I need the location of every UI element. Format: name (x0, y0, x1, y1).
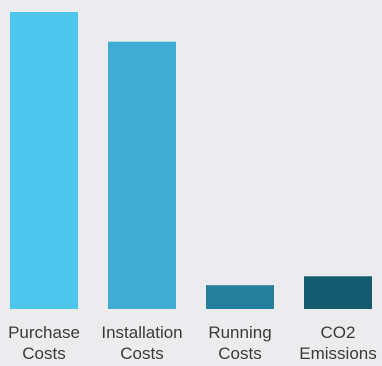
category-label-line: Costs (120, 344, 163, 363)
category-label-3: CO2 Emissions (299, 323, 376, 363)
bar-2 (206, 285, 274, 309)
category-label-2: Running Costs (208, 323, 271, 363)
category-label-line: Costs (22, 344, 65, 363)
category-label-0: Purchase Costs (8, 323, 80, 363)
category-label-1: Installation Costs (101, 323, 182, 363)
category-label-line: Purchase (8, 323, 80, 342)
category-label-line: Emissions (299, 344, 376, 363)
category-label-line: CO2 (321, 323, 356, 342)
category-label-line: Running (208, 323, 271, 342)
bars-group (10, 12, 372, 309)
category-label-line: Costs (218, 344, 261, 363)
bar-1 (108, 41, 176, 309)
bar-3 (304, 276, 372, 309)
category-label-line: Installation (101, 323, 182, 342)
bar-0 (10, 12, 78, 309)
category-labels-group: Purchase Costs Installation Costs Running Cos… (8, 323, 377, 363)
